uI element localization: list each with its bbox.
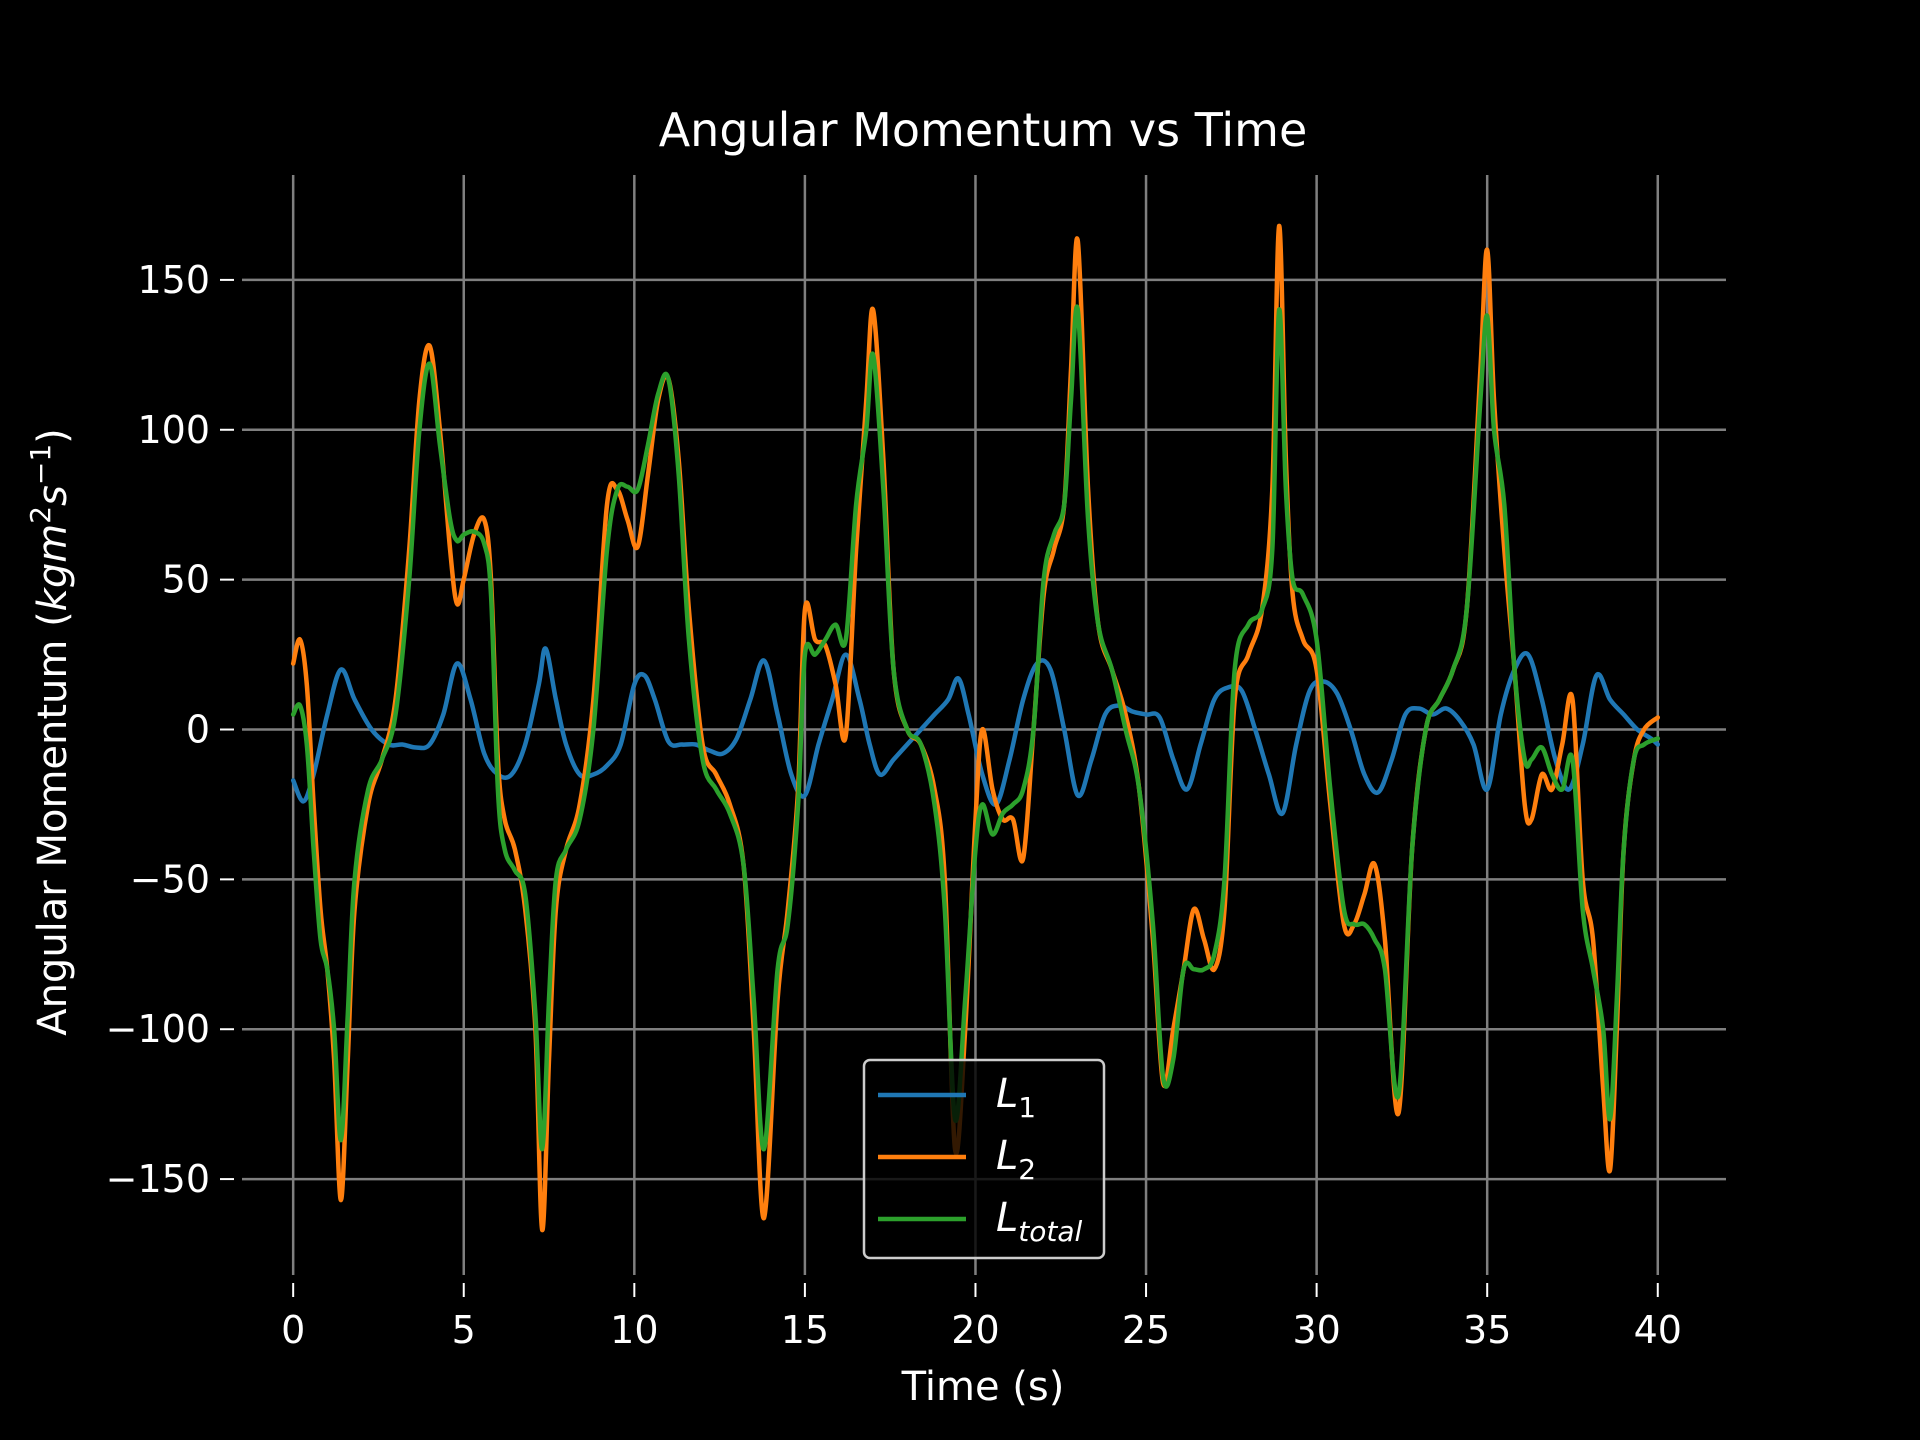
y-axis-label-exp1: 2 bbox=[24, 506, 57, 524]
x-tick-label: 40 bbox=[1634, 1308, 1682, 1352]
tick-layer: 0 5 10 15 20 25 30 35 40 −150 −100 −50 0 50 100 150 bbox=[106, 258, 1682, 1352]
legend-label-ltotal-name: L bbox=[996, 1195, 1018, 1241]
series-line-l1 bbox=[290, 646, 1661, 816]
legend-label-l1-name: L bbox=[996, 1071, 1018, 1117]
legend-box bbox=[862, 1058, 1106, 1260]
y-tick-label: −50 bbox=[130, 857, 210, 901]
x-axis-label: Time (s) bbox=[901, 1364, 1065, 1410]
y-tick-label: 100 bbox=[137, 408, 210, 452]
y-axis-label-unit: kgm bbox=[30, 524, 76, 612]
x-tick-label: 5 bbox=[452, 1308, 476, 1352]
series-line-ltotal bbox=[290, 304, 1661, 1152]
y-axis-label-exp2: −1 bbox=[24, 444, 57, 485]
x-tick-label: 15 bbox=[781, 1308, 829, 1352]
legend-label-l2-name: L bbox=[996, 1133, 1018, 1179]
y-tick-label: −150 bbox=[106, 1157, 210, 1201]
legend-label-l2: L2 bbox=[996, 1133, 1036, 1186]
y-axis-label-unit2: s bbox=[30, 485, 76, 506]
legend-label-l1-sub: 1 bbox=[1018, 1091, 1036, 1124]
series-layer bbox=[290, 223, 1661, 1233]
y-axis-label: Angular Momentum (kgm2s−1) bbox=[24, 428, 76, 1036]
y-tick-label: −100 bbox=[106, 1007, 210, 1051]
legend-label-l2-sub: 2 bbox=[1018, 1153, 1036, 1186]
legend-label-ltotal: Ltotal bbox=[996, 1195, 1083, 1248]
legend: L1 L2 Ltotal bbox=[862, 1058, 1106, 1260]
x-tick-label: 0 bbox=[281, 1308, 305, 1352]
x-tick-label: 20 bbox=[951, 1308, 999, 1352]
chart-title: Angular Momentum vs Time bbox=[659, 103, 1308, 157]
y-tick-label: 0 bbox=[186, 707, 210, 751]
x-tick-label: 35 bbox=[1463, 1308, 1511, 1352]
legend-label-l1: L1 bbox=[996, 1071, 1036, 1124]
y-axis-label-close: ) bbox=[30, 428, 76, 444]
y-axis-label-text: Angular Momentum ( bbox=[30, 611, 76, 1035]
x-tick-label: 25 bbox=[1122, 1308, 1170, 1352]
y-tick-label: 50 bbox=[162, 558, 210, 602]
x-tick-label: 30 bbox=[1292, 1308, 1340, 1352]
y-tick-label: 150 bbox=[137, 258, 210, 302]
x-tick-label: 10 bbox=[610, 1308, 658, 1352]
legend-label-ltotal-sub: total bbox=[1018, 1215, 1082, 1248]
